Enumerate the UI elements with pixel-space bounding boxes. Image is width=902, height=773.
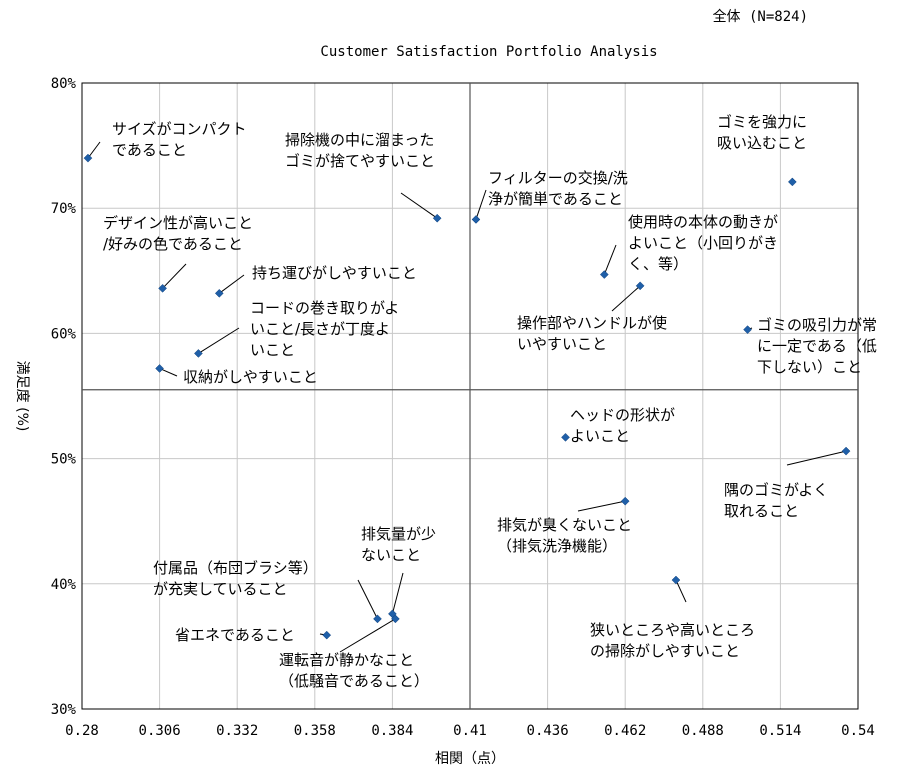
data-point <box>83 153 93 163</box>
x-tick-label: 0.488 <box>682 723 724 739</box>
x-tick-label: 0.384 <box>371 723 413 739</box>
data-point <box>671 575 681 585</box>
point-label: ゴミの吸引力が常に一定である（低下しない）こと <box>757 316 877 376</box>
data-point <box>787 177 797 187</box>
x-tick-label: 0.306 <box>139 723 181 739</box>
subset-label: 全体 (N=824) <box>713 8 808 25</box>
point-label: コードの巻き取りがよいこと/長さが丁度よいこと <box>250 299 399 359</box>
y-tick-label: 50% <box>51 452 77 468</box>
leader-line <box>357 579 378 620</box>
point-label: 収納がしやすいこと <box>183 368 318 386</box>
point-label: 省エネであること <box>175 626 295 644</box>
data-point <box>155 364 164 373</box>
point-label: 排気が臭くないこと（排気洗浄機能） <box>497 516 632 555</box>
y-tick-label: 30% <box>51 702 77 718</box>
leader-line <box>611 285 641 312</box>
data-point <box>158 283 167 293</box>
point-label: サイズがコンパクトであること <box>112 120 247 159</box>
data-point <box>620 496 630 506</box>
data-point <box>194 349 203 358</box>
data-points <box>83 153 851 640</box>
y-tick-label: 40% <box>51 577 77 593</box>
point-labels: サイズがコンパクトであること掃除機の中に溜まったゴミが捨てやすいことフィルターの… <box>103 113 877 690</box>
leader-line <box>400 192 438 219</box>
point-label: 隅のゴミがよく取れること <box>724 481 828 520</box>
leader-line <box>391 572 404 614</box>
point-label: 排気量が少ないこと <box>361 525 436 564</box>
leader-line <box>162 263 187 289</box>
chart-title: Customer Satisfaction Portfolio Analysis <box>320 44 657 60</box>
x-tick-label: 0.41 <box>453 723 487 739</box>
data-point <box>471 215 481 224</box>
data-point <box>391 614 400 624</box>
y-tick-label: 80% <box>51 76 77 92</box>
x-tick-label: 0.28 <box>65 723 99 739</box>
x-tick-label: 0.514 <box>759 723 801 739</box>
quadrant-dividers <box>82 83 858 709</box>
leader-line <box>603 244 617 275</box>
point-label: 操作部やハンドルが使いやすいこと <box>517 314 667 353</box>
data-point <box>561 432 570 442</box>
point-label: 持ち運びがしやすいこと <box>252 264 417 282</box>
point-label: 使用時の本体の動きがよいこと（小回りがきく、等） <box>628 213 778 273</box>
x-tick-label: 0.358 <box>294 723 336 739</box>
tick-labels: 0.28 0.306 0.332 0.358 0.384 0.41 0.436 0.462 0.… <box>51 76 875 739</box>
data-point <box>373 614 382 624</box>
x-tick-label: 0.54 <box>841 723 875 739</box>
y-axis-title: 満足度 (%) <box>14 361 30 432</box>
point-label: ヘッドの形状がよいこと <box>570 406 675 445</box>
x-axis-title: 相関（点） <box>435 751 505 767</box>
data-point <box>743 325 752 334</box>
leader-line <box>87 141 101 159</box>
leader-line <box>786 450 847 466</box>
leader-line <box>475 189 487 220</box>
leader-line <box>198 327 240 354</box>
point-label: デザイン性が高いこと/好みの色であること <box>103 214 253 253</box>
point-label: 掃除機の中に溜まったゴミが捨てやすいこと <box>285 131 435 170</box>
y-tick-label: 70% <box>51 201 77 217</box>
leader-line <box>339 618 396 653</box>
point-label: ゴミを強力に吸い込むこと <box>717 113 807 152</box>
x-tick-label: 0.332 <box>216 723 258 739</box>
leader-line <box>675 579 687 603</box>
data-point <box>635 281 645 291</box>
x-tick-label: 0.462 <box>604 723 646 739</box>
data-point <box>214 288 224 298</box>
x-tick-label: 0.436 <box>527 723 569 739</box>
point-label: 狭いところや高いところの掃除がしやすいこと <box>590 621 755 660</box>
point-label: フィルターの交換/洗浄が簡単であること <box>488 169 628 208</box>
data-point <box>432 213 442 223</box>
data-point <box>322 630 332 640</box>
data-point <box>841 446 851 456</box>
point-label: 付属品（布団ブラシ等）が充実していること <box>153 559 318 598</box>
point-label: 運転音が静かなこと（低騒音であること） <box>279 651 429 690</box>
data-point <box>599 270 609 279</box>
leader-line <box>577 500 626 512</box>
y-tick-label: 60% <box>51 326 77 342</box>
leader-line <box>218 274 245 294</box>
